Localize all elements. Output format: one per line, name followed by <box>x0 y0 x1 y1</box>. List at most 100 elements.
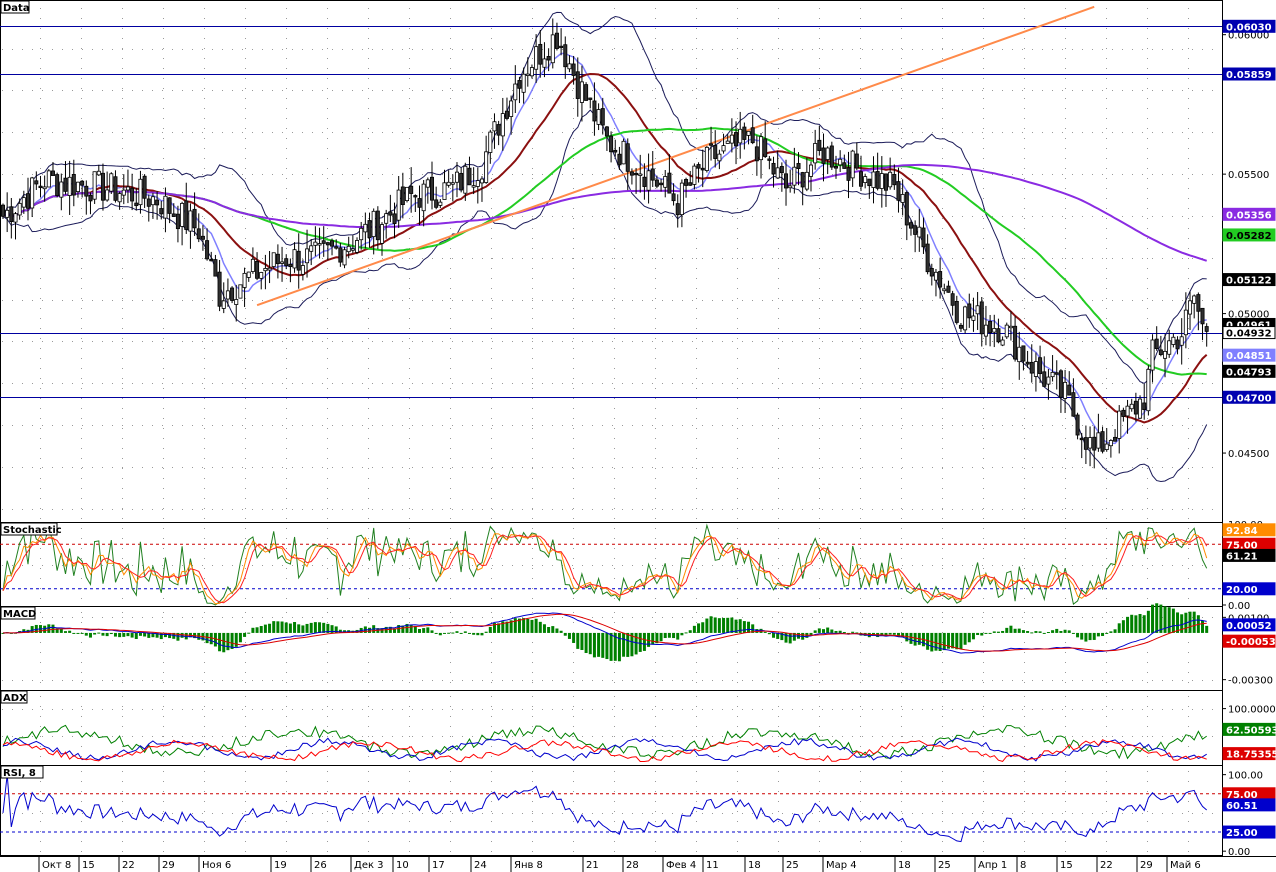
grid-dot <box>491 68 492 69</box>
grid-dot <box>862 709 863 710</box>
grid-dot <box>245 716 246 717</box>
grid-dot <box>612 90 613 91</box>
trendline[interactable] <box>256 5 1095 307</box>
grid-dot <box>542 300 543 301</box>
grid-dot <box>682 216 683 217</box>
grid-dot <box>327 118 328 119</box>
grid-dot <box>532 588 533 589</box>
grid-dot <box>655 736 656 737</box>
grid-dot <box>502 565 503 566</box>
grid-dot <box>655 18 656 19</box>
grid-dot <box>696 388 697 389</box>
grid-dot <box>1065 736 1066 737</box>
grid-dot <box>737 58 738 59</box>
grid-dot <box>1092 90 1093 91</box>
grid-dot <box>532 488 533 489</box>
grid-dot <box>860 498 861 499</box>
grid-dot <box>655 771 656 772</box>
grid-dot <box>245 128 246 129</box>
grid-dot <box>412 174 413 175</box>
grid-dot <box>682 425 683 426</box>
grid-dot <box>852 617 853 618</box>
grid-dot <box>1092 680 1093 681</box>
grid-dot <box>1022 49 1023 50</box>
grid-dot <box>772 216 773 217</box>
grid-dot <box>942 378 943 379</box>
grid-dot <box>573 568 574 569</box>
grid-dot <box>696 218 697 219</box>
grid-dot <box>252 174 253 175</box>
grid-dot <box>1122 174 1123 175</box>
grid-dot <box>368 642 369 643</box>
grid-dot <box>409 288 410 289</box>
grid-dot <box>1024 508 1025 509</box>
grid-dot <box>352 300 353 301</box>
grid-dot <box>778 736 779 737</box>
grid-dot <box>860 8 861 9</box>
grid-dot <box>722 425 723 426</box>
grid-dot <box>450 228 451 229</box>
grid-dot <box>122 398 123 399</box>
grid-dot <box>742 216 743 217</box>
grid-dot <box>163 88 164 89</box>
grid-dot <box>81 78 82 79</box>
grid-dot <box>512 425 513 426</box>
grid-dot <box>286 398 287 399</box>
grid-dot <box>860 558 861 559</box>
grid-dot <box>163 528 164 529</box>
grid-dot <box>368 48 369 49</box>
grid-dot <box>1022 383 1023 384</box>
grid-dot <box>655 308 656 309</box>
grid-dot <box>142 709 143 710</box>
main-pane[interactable] <box>0 0 1223 523</box>
grid-dot <box>1024 478 1025 479</box>
grid-dot <box>282 341 283 342</box>
grid-dot <box>737 448 738 449</box>
grid-dot <box>802 736 803 737</box>
grid-dot <box>82 467 83 468</box>
grid-dot <box>1132 383 1133 384</box>
grid-dot <box>1065 268 1066 269</box>
grid-dot <box>382 709 383 710</box>
grid-dot <box>368 652 369 653</box>
grid-dot <box>1147 258 1148 259</box>
grid-dot <box>332 300 333 301</box>
stochastic-pane[interactable] <box>0 522 1223 607</box>
grid-dot <box>81 568 82 569</box>
candle-body <box>84 185 89 197</box>
grid-dot <box>532 368 533 369</box>
grid-dot <box>362 49 363 50</box>
grid-dot <box>778 148 779 149</box>
grid-dot <box>327 726 328 727</box>
grid-dot <box>409 622 410 623</box>
grid-dot <box>542 174 543 175</box>
grid-dot <box>327 218 328 219</box>
grid-dot <box>983 528 984 529</box>
grid-dot <box>1182 680 1183 681</box>
grid-dot <box>40 168 41 169</box>
grid-dot <box>696 841 697 842</box>
grid-dot <box>286 8 287 9</box>
grid-dot <box>573 801 574 802</box>
grid-dot <box>737 438 738 439</box>
grid-dot <box>983 38 984 39</box>
grid-dot <box>901 408 902 409</box>
grid-dot <box>40 538 41 539</box>
grid-dot <box>983 662 984 663</box>
grid-dot <box>491 756 492 757</box>
grid-dot <box>862 425 863 426</box>
grid-dot <box>652 90 653 91</box>
rsi-pane[interactable] <box>0 765 1223 856</box>
adx-pane[interactable] <box>0 690 1223 766</box>
grid-dot <box>542 813 543 814</box>
grid-dot <box>802 425 803 426</box>
grid-dot <box>532 38 533 39</box>
grid-dot <box>1212 509 1213 510</box>
grid-dot <box>432 565 433 566</box>
candle-body <box>405 186 410 202</box>
grid-dot <box>922 509 923 510</box>
grid-dot <box>362 565 363 566</box>
grid-dot <box>245 118 246 119</box>
grid-dot <box>983 458 984 459</box>
grid-dot <box>286 128 287 129</box>
